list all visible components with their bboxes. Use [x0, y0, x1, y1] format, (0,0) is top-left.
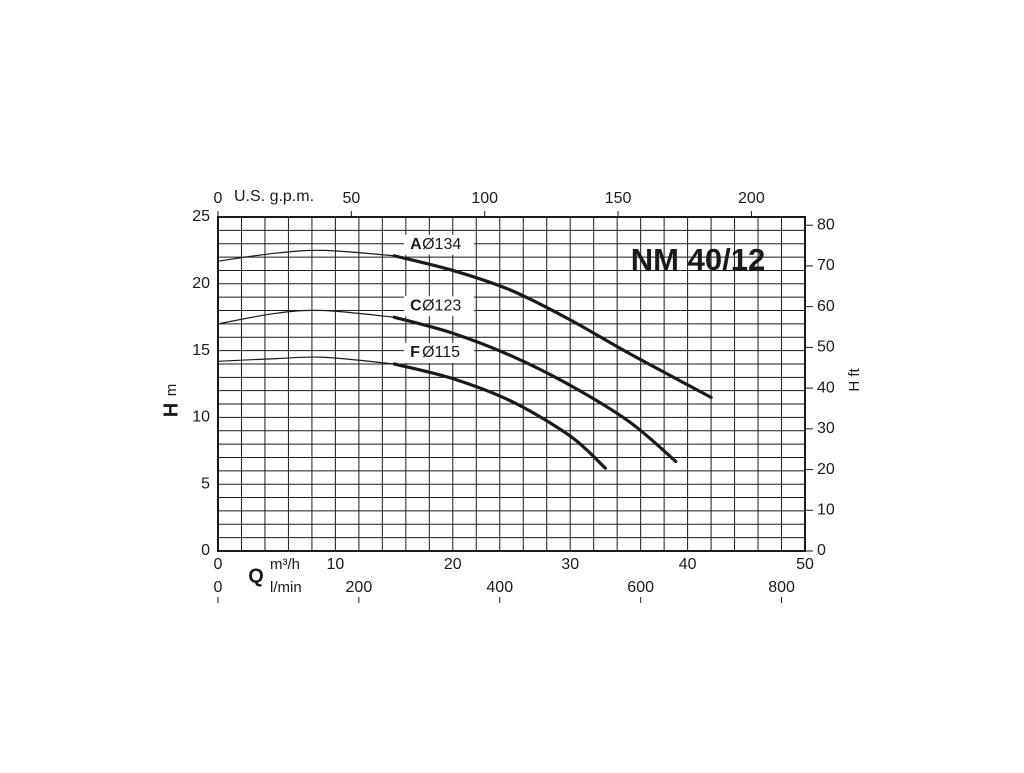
title-box [620, 240, 776, 282]
y-tick-label: 10 [192, 409, 210, 426]
curve-bold [392, 362, 608, 470]
plot-frame [217, 216, 806, 552]
x3-tick-label: 0 [214, 579, 223, 596]
curve-thin [217, 309, 395, 325]
x-tick-label: 0 [214, 556, 223, 573]
curve-bold [392, 315, 678, 464]
curve-name: A [410, 236, 422, 253]
curve-thin [217, 356, 395, 365]
x-tick-label: 40 [679, 556, 697, 573]
y2-tick-label: 40 [817, 379, 835, 396]
x3-axis-label: l/min [270, 579, 302, 596]
x3-tick-label: 400 [486, 579, 513, 596]
curve-label: Ø134 [422, 236, 461, 253]
curve-label-bg [404, 342, 475, 363]
y-tick-label: 25 [192, 208, 210, 225]
curve-label: Ø115 [422, 344, 460, 361]
curve-label-bg [404, 296, 475, 317]
x2-tick-label: 200 [738, 190, 765, 207]
curve-name: F [410, 344, 420, 361]
x-tick-label: 50 [796, 556, 814, 573]
y2-tick-label: 0 [817, 542, 826, 559]
x-tick-label: 30 [561, 556, 579, 573]
y-tick-label: 20 [192, 275, 210, 292]
y2-tick-label: 80 [817, 216, 835, 233]
x3-tick-label: 600 [627, 579, 654, 596]
y2-tick-label: 30 [817, 420, 835, 437]
y2-tick-label: 20 [817, 461, 835, 478]
x3-tick-label: 800 [768, 579, 795, 596]
y-tick-label: 5 [201, 475, 210, 492]
curve-label: Ø123 [422, 297, 461, 314]
y-axis-unit: m [163, 384, 180, 397]
y2-tick-label: 60 [817, 298, 835, 315]
y2-axis-label: H ft [846, 368, 863, 392]
curve-name: C [410, 297, 422, 314]
x3-tick-label: 200 [346, 579, 373, 596]
y-tick-label: 0 [201, 542, 210, 559]
y2-tick-label: 10 [817, 501, 835, 518]
x2-tick-label: 100 [471, 190, 498, 207]
x-axis-unit: m³/h [270, 556, 300, 573]
x2-tick-label: 150 [605, 190, 632, 207]
y2-tick-label: 70 [817, 257, 835, 274]
curve-label-bg [404, 234, 475, 255]
y-tick-label: 15 [192, 342, 210, 359]
x-axis-label: Q [248, 565, 264, 587]
curve-thin [217, 249, 395, 262]
chart-title: NM 40/12 [631, 242, 765, 277]
curve-bold [392, 254, 713, 399]
x2-tick-label: 50 [342, 190, 360, 207]
y-axis-label: H [160, 403, 182, 417]
x2-tick-label: 0 [214, 190, 223, 207]
y2-tick-label: 50 [817, 339, 835, 356]
x-tick-label: 10 [327, 556, 345, 573]
x-tick-label: 20 [444, 556, 462, 573]
x2-axis-label: U.S. g.p.m. [234, 188, 314, 205]
